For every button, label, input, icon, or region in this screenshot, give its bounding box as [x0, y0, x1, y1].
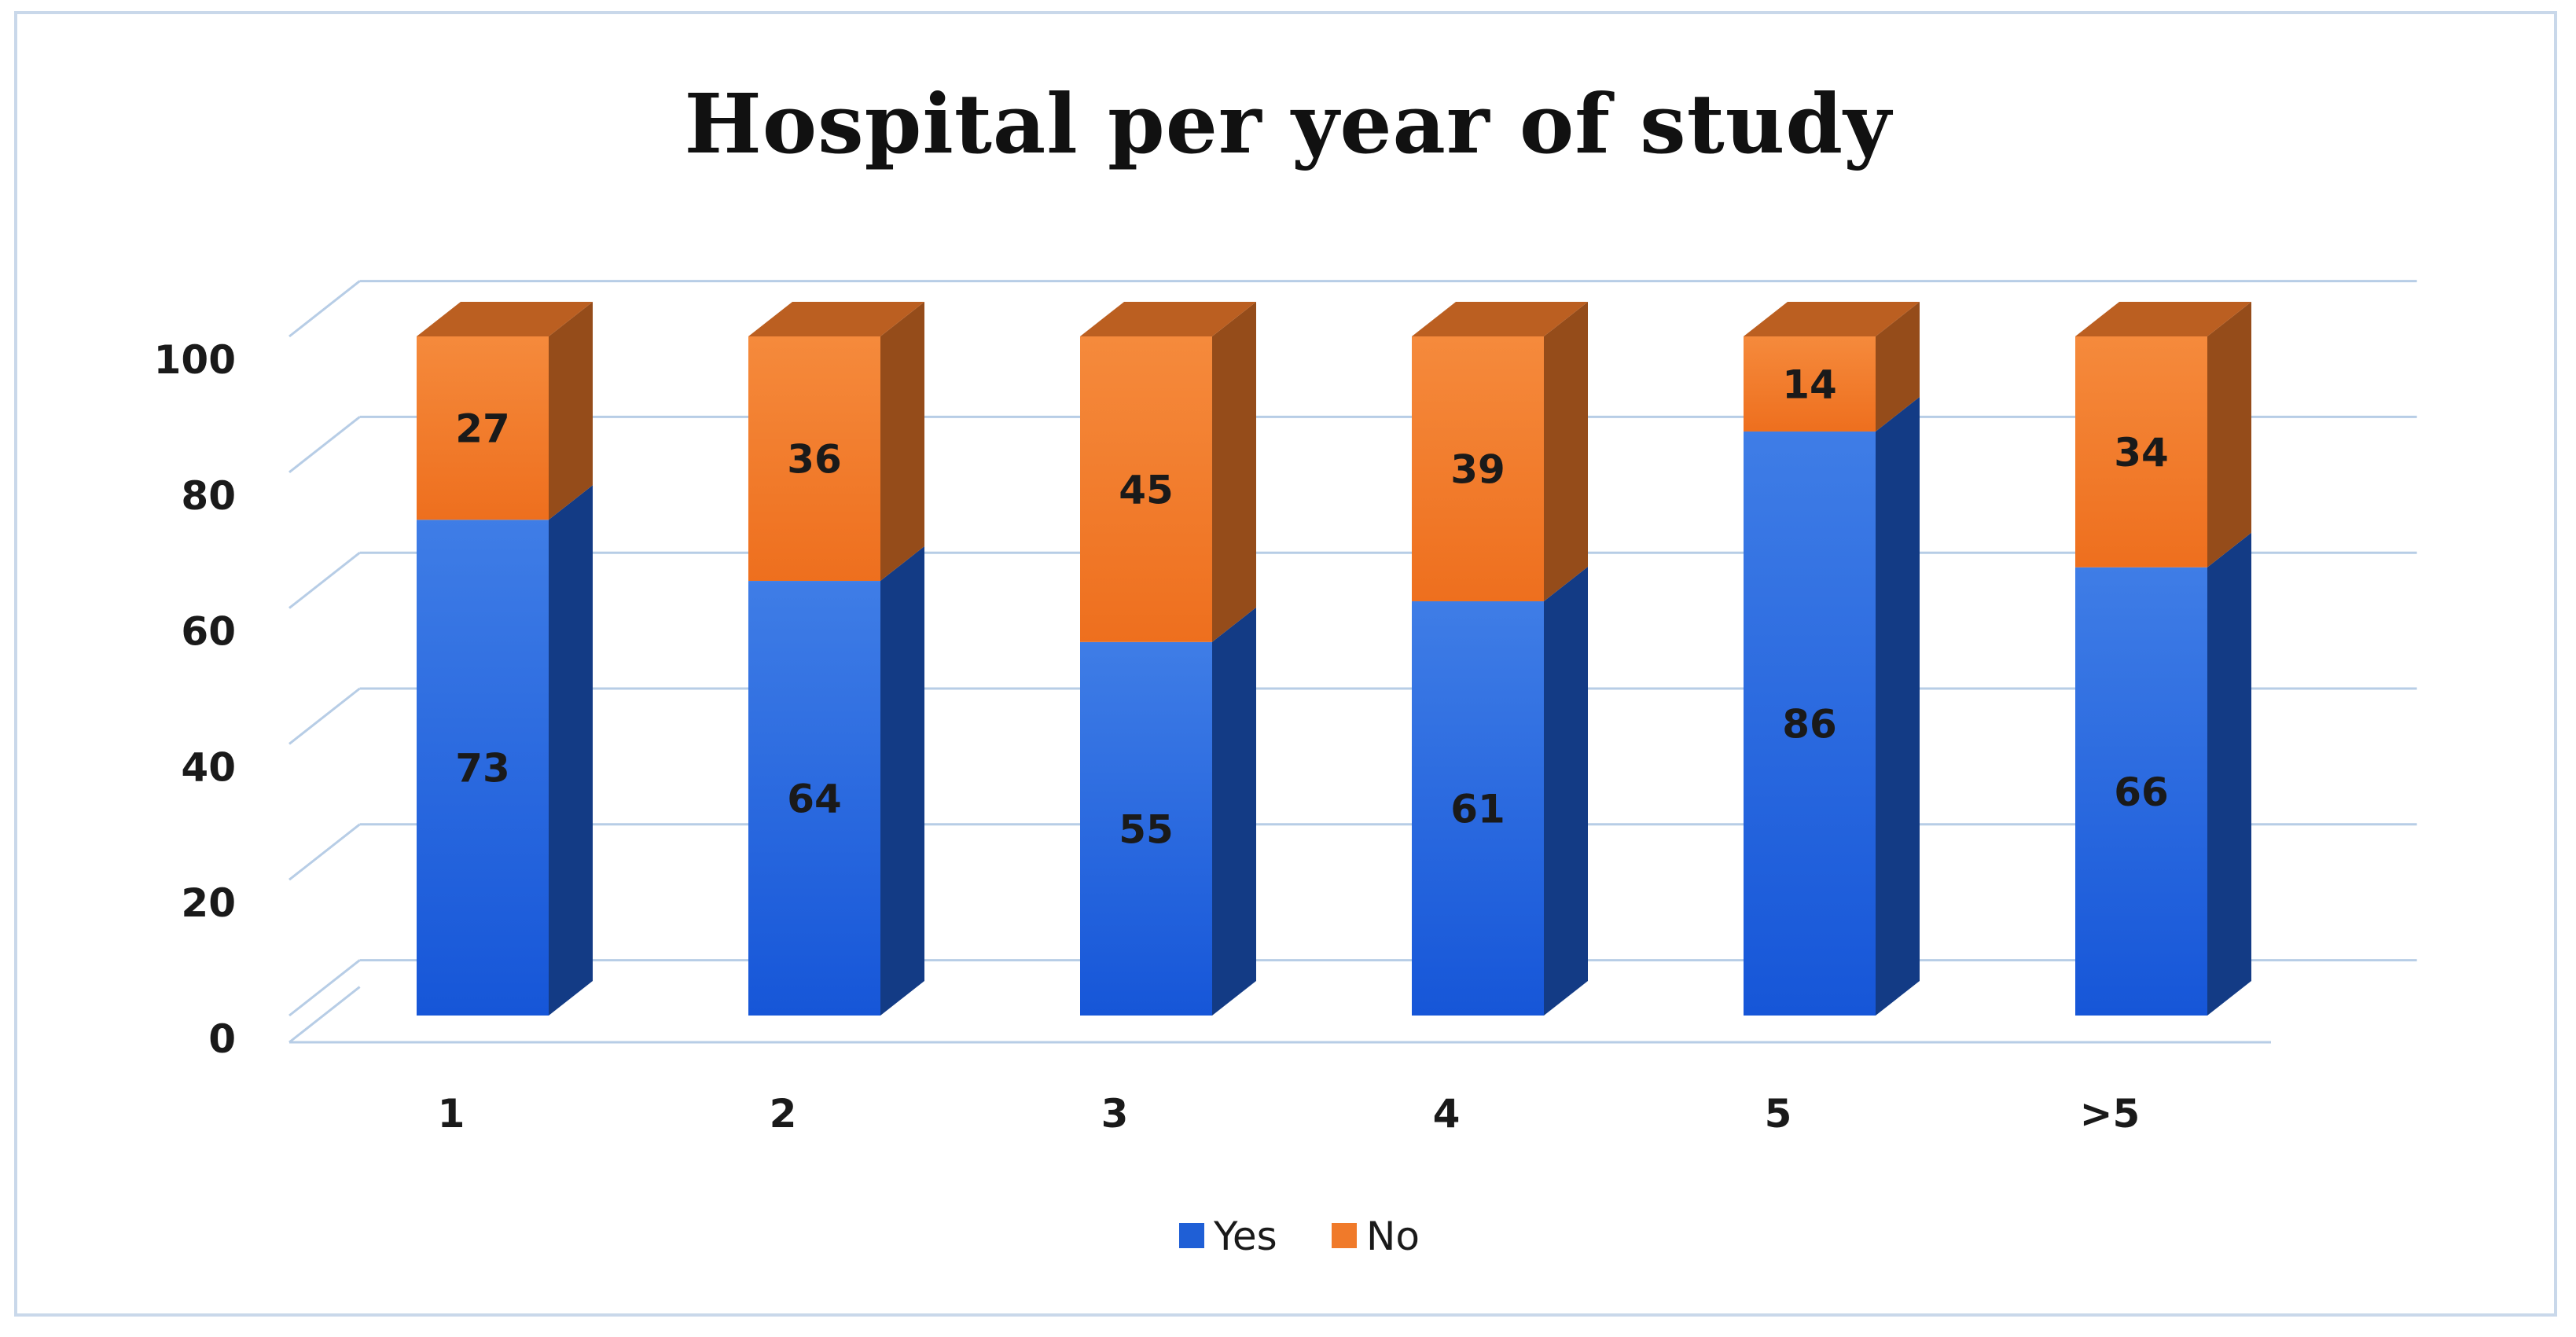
bar-segment-no: 34	[2075, 302, 2251, 567]
bar-top-face	[748, 302, 924, 336]
x-tick-label: 3	[1101, 1091, 1129, 1137]
gridline-depth	[288, 280, 361, 338]
data-label: 39	[1450, 446, 1505, 492]
data-label: 55	[1119, 806, 1174, 852]
y-tick-label: 100	[154, 337, 236, 383]
gridline-depth	[288, 959, 361, 1017]
data-label: 61	[1450, 786, 1505, 832]
gridline-depth	[288, 687, 361, 745]
bar-segment-no: 45	[1080, 302, 1256, 642]
x-tick-label: 4	[1433, 1091, 1461, 1137]
gridline-depth	[288, 416, 361, 473]
legend-swatch-no	[1332, 1223, 1357, 1248]
bar-side-face	[1212, 302, 1256, 642]
bar-top-face	[417, 302, 593, 336]
bar-side-face	[2207, 302, 2251, 567]
bar-top-face	[1412, 302, 1588, 336]
x-tick-label: 1	[438, 1091, 465, 1137]
bar-segment-yes: 55	[1080, 607, 1256, 1016]
legend: Yes No	[1179, 1214, 1420, 1259]
data-label: 73	[455, 746, 510, 792]
bar-front-face	[1080, 336, 1212, 642]
x-tick-label: 5	[1765, 1091, 1792, 1137]
chart-title: Hospital per year of study	[684, 75, 1892, 172]
bar-front-face	[417, 520, 549, 1016]
data-label: 34	[2114, 430, 2169, 476]
gridlines	[288, 280, 2417, 1044]
data-label: 36	[787, 437, 842, 483]
bar-side-face	[1876, 396, 1920, 1016]
bar-front-face	[1744, 431, 1876, 1016]
gridline-depth	[288, 552, 361, 609]
bar-front-face	[748, 581, 880, 1016]
x-tick-label: 2	[770, 1091, 797, 1137]
gridline-depth	[288, 823, 361, 881]
bar-segment-no: 36	[748, 302, 924, 582]
bar-segment-yes: 66	[2075, 532, 2251, 1016]
y-tick-label: 60	[181, 609, 236, 655]
bar-front-face	[1080, 641, 1212, 1016]
bar-side-face	[1544, 566, 1588, 1016]
legend-label: Yes	[1213, 1214, 1277, 1259]
bar-segment-no: 39	[1412, 302, 1588, 601]
bars: 73 27 64 36 55 45 61 39 86 14 66 34	[417, 302, 2251, 1016]
bar-segment-yes: 73	[417, 485, 593, 1016]
data-label: 27	[455, 406, 510, 452]
x-tick-label: >5	[2080, 1091, 2141, 1137]
bar-front-face	[2075, 567, 2207, 1016]
floor-side-edge	[288, 986, 361, 1044]
legend-label: No	[1366, 1214, 1420, 1259]
bar-segment-yes: 61	[1412, 566, 1588, 1016]
bar-front-face	[2075, 336, 2207, 567]
bar-segment-no: 27	[417, 302, 593, 520]
data-label: 86	[1782, 701, 1837, 747]
bar-side-face	[1544, 302, 1588, 601]
bar-segment-no: 14	[1744, 302, 1920, 432]
bar-front-face	[417, 336, 549, 520]
bar-side-face	[1212, 607, 1256, 1016]
y-axis: 0 20 40 60 80 100	[154, 337, 236, 1062]
bar-side-face	[549, 485, 593, 1016]
y-tick-label: 40	[181, 744, 236, 790]
bar-front-face	[748, 336, 880, 582]
data-label: 66	[2114, 770, 2169, 815]
y-tick-label: 0	[208, 1016, 236, 1062]
bar-side-face	[1876, 302, 1920, 432]
bar-front-face	[1412, 336, 1544, 601]
bar-side-face	[2207, 532, 2251, 1016]
bar-top-face	[1080, 302, 1256, 336]
y-tick-label: 20	[181, 880, 236, 926]
data-label: 45	[1119, 467, 1174, 512]
data-label: 14	[1782, 362, 1837, 407]
bar-segment-yes: 64	[748, 546, 924, 1016]
data-label: 64	[787, 777, 842, 822]
bar-side-face	[549, 302, 593, 520]
x-axis: 1 2 3 4 5 >5	[438, 1091, 2141, 1137]
bar-top-face	[2075, 302, 2251, 336]
y-tick-label: 80	[181, 473, 236, 519]
legend-swatch-yes	[1179, 1223, 1204, 1248]
bar-side-face	[880, 546, 924, 1016]
bar-top-face	[1744, 302, 1920, 336]
bar-front-face	[1744, 336, 1876, 432]
bar-side-face	[880, 302, 924, 582]
bar-front-face	[1412, 601, 1544, 1016]
bar-segment-yes: 86	[1744, 396, 1920, 1016]
